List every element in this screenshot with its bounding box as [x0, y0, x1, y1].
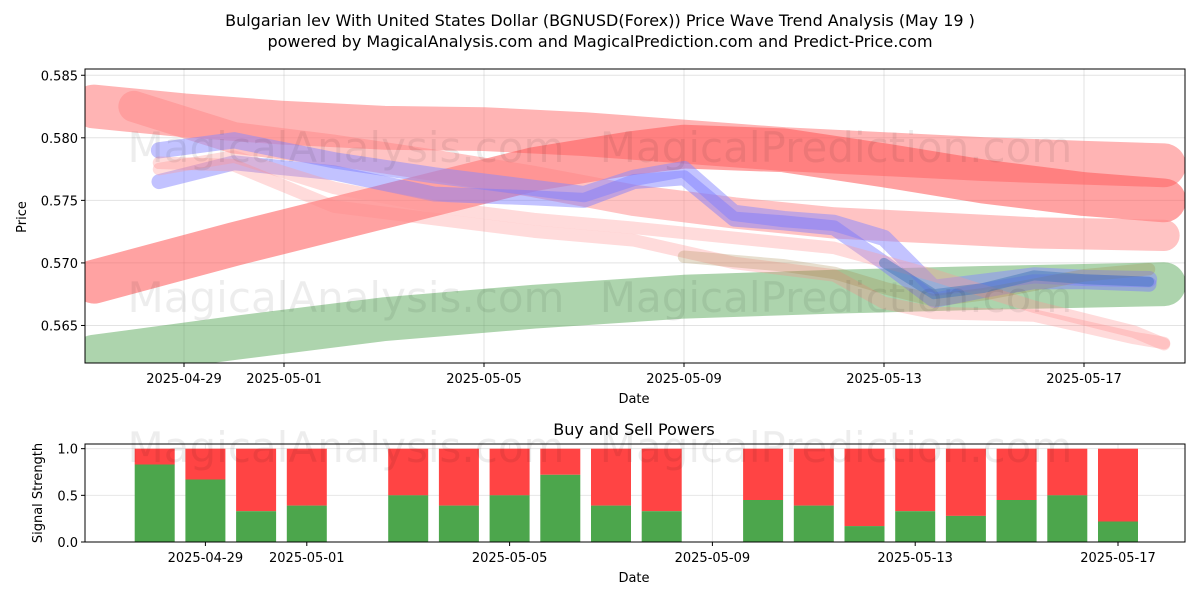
chart-title-line1: Bulgarian lev With United States Dollar …: [225, 11, 975, 30]
main-axis-ticks: 2025-04-29 2025-05-01 2025-05-05 2025-05-09…: [41, 69, 1122, 387]
sell-power-bar: [641, 448, 682, 512]
wave-band-steel-band: [879, 257, 1154, 300]
sell-power-bar: [844, 448, 885, 527]
power-bars: [134, 448, 1138, 542]
buy-sell-powers-chart: Buy and Sell Powers MagicalAnalysis.com …: [31, 420, 1186, 586]
sell-power-bar: [236, 448, 277, 512]
sell-power-bar: [1047, 448, 1088, 496]
power-x-tick-label: 2025-05-05: [472, 551, 548, 566]
main-x-axis-label: Date: [618, 392, 649, 407]
watermark-prediction-mid: MagicalPrediction.com: [600, 273, 1073, 322]
buy-power-bar: [945, 515, 986, 542]
sell-power-bar: [743, 448, 784, 500]
watermark-analysis-bottom: MagicalAnalysis.com: [128, 423, 565, 472]
sell-power-bar: [540, 448, 581, 475]
main-x-tick-label: 2025-05-17: [1046, 372, 1122, 387]
power-x-axis-label: Date: [618, 571, 649, 586]
main-x-tick-label: 2025-05-09: [646, 372, 722, 387]
power-y-axis-label: Signal Strength: [31, 443, 46, 543]
watermark-analysis-mid: MagicalAnalysis.com: [128, 273, 565, 322]
buy-power-bar: [286, 505, 327, 542]
wave-band-pink-band-2: [152, 156, 1171, 350]
buy-power-bar: [895, 511, 936, 542]
main-y-tick-label: 0.580: [41, 132, 78, 147]
buy-power-bar: [844, 526, 885, 542]
buy-power-bar: [489, 495, 530, 542]
buy-power-bar: [438, 505, 479, 542]
buy-power-bar: [591, 505, 631, 542]
power-x-tick-label: 2025-04-29: [168, 551, 244, 566]
sell-power-bar: [591, 448, 631, 506]
buy-power-bar: [540, 474, 581, 542]
power-y-tick-label: 0.5: [57, 489, 78, 504]
sell-power-bar: [185, 448, 226, 480]
power-chart-title: Buy and Sell Powers: [553, 420, 715, 439]
sell-power-bar: [134, 448, 175, 465]
wave-band-pink-band-1: [152, 150, 1171, 351]
main-y-tick-label: 0.585: [41, 69, 78, 84]
main-x-tick-label: 2025-05-13: [846, 372, 922, 387]
power-y-tick-label: 0.0: [57, 536, 78, 551]
main-y-tick-label: 0.570: [41, 257, 78, 272]
buy-power-bar: [743, 500, 784, 542]
main-y-tick-label: 0.565: [41, 319, 78, 334]
power-x-tick-label: 2025-05-01: [269, 551, 345, 566]
buy-power-bar: [793, 505, 834, 542]
buy-power-bar: [388, 495, 429, 542]
buy-power-bar: [1098, 521, 1138, 542]
sell-power-bar: [1098, 448, 1138, 522]
sell-power-bar: [438, 448, 479, 506]
sell-power-bar: [489, 448, 530, 496]
main-y-tick-label: 0.575: [41, 194, 78, 209]
sell-power-bar: [895, 448, 936, 512]
sell-power-bar: [388, 448, 429, 496]
buy-power-bar: [1047, 495, 1088, 542]
buy-power-bar: [185, 479, 226, 542]
main-x-tick-label: 2025-05-01: [246, 372, 322, 387]
watermark-prediction-bottom: MagicalPrediction.com: [600, 423, 1073, 472]
power-axes-frame: [84, 443, 1186, 543]
price-wave-chart: MagicalAnalysis.com MagicalPrediction.co…: [15, 68, 1186, 407]
main-y-axis-label: Price: [15, 201, 30, 233]
main-wave-bands: [85, 84, 1185, 363]
sell-power-bar: [286, 448, 327, 506]
buy-power-bar: [134, 464, 175, 542]
main-x-tick-label: 2025-05-05: [446, 372, 522, 387]
buy-power-bar: [641, 511, 682, 542]
chart-title-line2: powered by MagicalAnalysis.com and Magic…: [267, 32, 932, 51]
watermark-analysis-top: MagicalAnalysis.com: [128, 123, 565, 172]
power-axis-ticks: 2025-04-29 2025-05-01 2025-05-05 2025-05-09…: [57, 443, 1155, 566]
power-x-tick-label: 2025-05-13: [877, 551, 953, 566]
watermark-prediction-top: MagicalPrediction.com: [600, 123, 1073, 172]
buy-power-bar: [236, 511, 277, 542]
buy-power-bar: [996, 500, 1037, 542]
main-x-tick-label: 2025-04-29: [146, 372, 222, 387]
power-x-tick-label: 2025-05-09: [675, 551, 751, 566]
power-x-tick-label: 2025-05-17: [1080, 551, 1156, 566]
wave-band-red-band-rising: [85, 124, 1185, 304]
sell-power-bar: [793, 448, 834, 506]
main-axes-frame: [84, 68, 1186, 364]
sell-power-bar: [996, 448, 1037, 500]
sell-power-bar: [945, 448, 986, 516]
power-y-tick-label: 1.0: [57, 443, 78, 458]
